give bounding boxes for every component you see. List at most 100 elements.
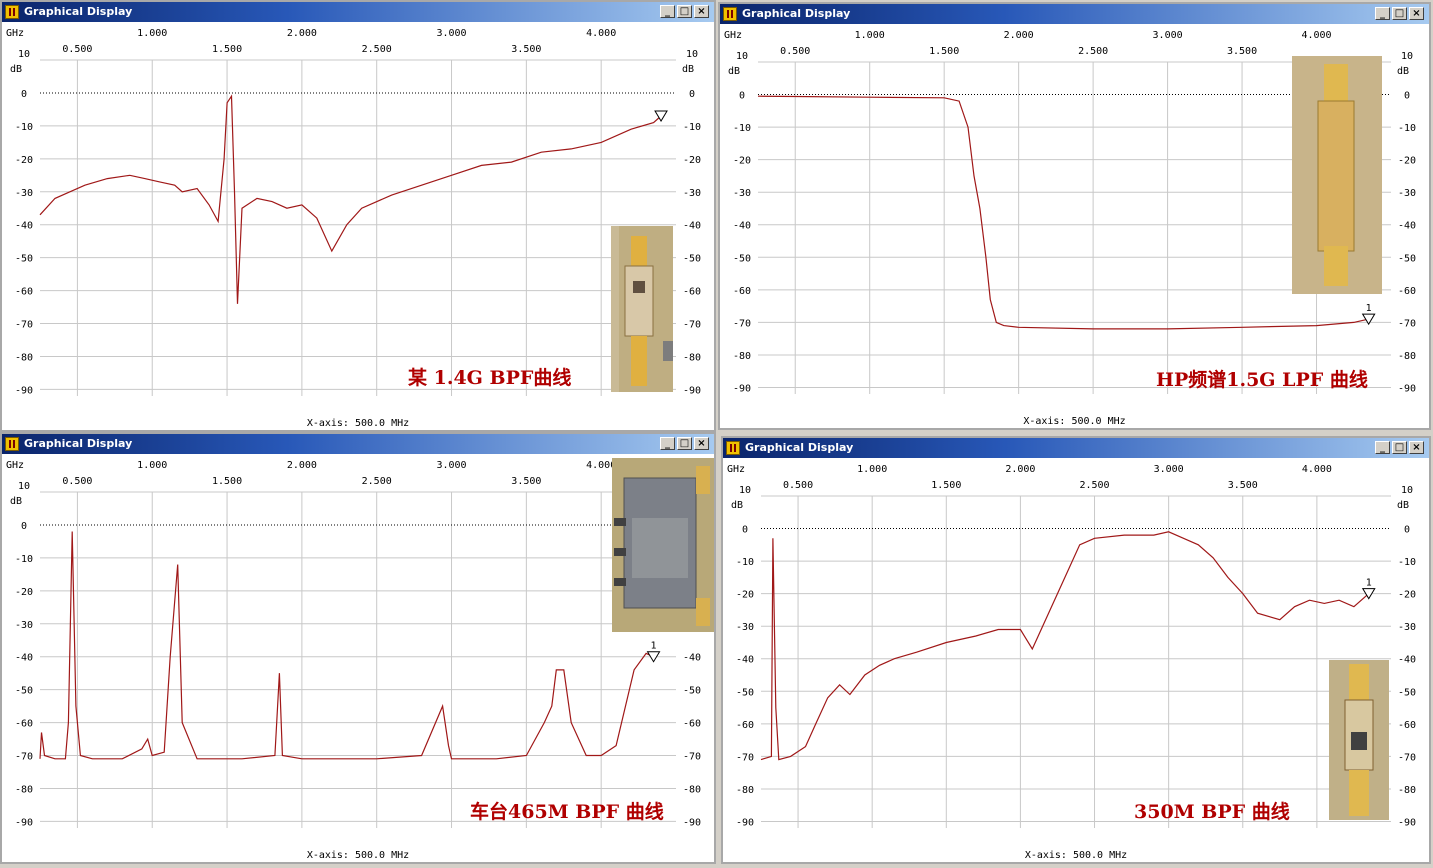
x-tick-label: 1.000 — [137, 460, 167, 471]
y-tick-label: -90 — [736, 817, 754, 828]
filter-photo-2 — [1292, 56, 1382, 294]
y-tick-label: 0 — [21, 89, 27, 100]
minimize-button[interactable]: _ — [660, 5, 675, 18]
y-tick-label: -20 — [733, 156, 751, 167]
maximize-button[interactable]: □ — [677, 5, 692, 18]
y-tick-label: 10 — [1401, 485, 1413, 496]
y-tick-label: -90 — [15, 385, 33, 396]
minimize-button[interactable]: _ — [660, 437, 675, 450]
y-tick-label: -70 — [733, 318, 751, 329]
close-button[interactable]: × — [694, 5, 709, 18]
y-tick-label: 10 — [736, 51, 748, 62]
y-unit-label-left: dB — [731, 500, 743, 511]
y-tick-label: -40 — [15, 653, 33, 664]
y-tick-label: -10 — [15, 554, 33, 565]
y-tick-label: -20 — [1398, 590, 1416, 601]
annotation-text-4: 350M BPF 曲线 — [1134, 800, 1290, 823]
graph-window-3: Graphical Display _ □ × GHzdBdB1.0002.00… — [0, 432, 716, 864]
y-tick-label: 10 — [1401, 51, 1413, 62]
y-tick-label: -80 — [683, 784, 701, 795]
x-tick-label: 4.000 — [1301, 30, 1331, 41]
y-tick-label: -70 — [15, 320, 33, 331]
y-tick-label: -30 — [1398, 622, 1416, 633]
x-tick-label: 4.000 — [586, 460, 616, 471]
window-titlebar[interactable]: Graphical Display _ □ × — [720, 4, 1429, 24]
y-tick-label: -90 — [683, 817, 701, 828]
annotation-text-2: HP频谱1.5G LPF 曲线 — [1156, 368, 1368, 391]
y-tick-label: -50 — [683, 686, 701, 697]
x-tick-label: 0.500 — [62, 476, 92, 487]
close-button[interactable]: × — [1409, 7, 1424, 20]
y-tick-label: 10 — [18, 49, 30, 60]
close-button[interactable]: × — [694, 437, 709, 450]
y-tick-label: 0 — [1404, 525, 1410, 536]
y-tick-label: 0 — [689, 89, 695, 100]
close-button[interactable]: × — [1409, 441, 1424, 454]
annotation-label-1: 某 1.4G BPF曲线 — [408, 366, 571, 389]
chart-plot-4: GHz dB dB 1.000 2.000 3.000 4.000 0.500 1.500 2.5… — [727, 464, 1416, 861]
x-tick-label: 1.000 — [855, 30, 885, 41]
y-tick-label: -40 — [736, 655, 754, 666]
y-tick-label: -70 — [736, 752, 754, 763]
y-tick-label: -30 — [683, 188, 701, 199]
x-tick-label: 0.500 — [780, 46, 810, 57]
x-axis-label: X-axis: 500.0 MHz — [1023, 416, 1125, 427]
y-tick-label: -60 — [683, 287, 701, 298]
marker-triangle — [654, 110, 668, 122]
annotation-label-2: HP频谱1.5G LPF 曲线 — [1156, 368, 1368, 391]
x-tick-label: 3.500 — [511, 476, 541, 487]
y-tick-label: 0 — [1404, 91, 1410, 102]
y-tick-label: -10 — [736, 557, 754, 568]
minimize-button[interactable]: _ — [1375, 7, 1390, 20]
minimize-button[interactable]: _ — [1375, 441, 1390, 454]
x-tick-label: 3.500 — [1227, 46, 1257, 57]
y-tick-label: -40 — [683, 221, 701, 232]
x-tick-label: 0.500 — [62, 44, 92, 55]
y-tick-label: -10 — [15, 122, 33, 133]
x-tick-label: 2.000 — [1005, 464, 1035, 475]
window-title: Graphical Display — [24, 5, 133, 18]
y-tick-label: -60 — [1398, 720, 1416, 731]
maximize-button[interactable]: □ — [1392, 441, 1407, 454]
maximize-button[interactable]: □ — [677, 437, 692, 450]
annotation-label-3: 车台465M BPF 曲线 — [470, 800, 664, 823]
x-axis-label: X-axis: 500.0 MHz — [1025, 850, 1127, 861]
y-tick-label: -70 — [1398, 752, 1416, 763]
y-tick-label: -90 — [1398, 817, 1416, 828]
annotation-text-1: 某 1.4G BPF曲线 — [408, 366, 571, 389]
annotation-text-3: 车台465M BPF 曲线 — [470, 800, 664, 823]
maximize-button[interactable]: □ — [1392, 7, 1407, 20]
window-titlebar[interactable]: Graphical Display _ □ × — [2, 434, 714, 454]
app-icon — [723, 7, 737, 21]
filter-photo-3 — [612, 458, 714, 632]
y-tick-label: -20 — [15, 587, 33, 598]
y-tick-label: -10 — [683, 122, 701, 133]
window-titlebar[interactable]: Graphical Display _ □ × — [723, 438, 1429, 458]
y-tick-label: -20 — [15, 155, 33, 166]
y-tick-label: -20 — [683, 155, 701, 166]
filter-photo-4 — [1329, 660, 1389, 820]
y-tick-label: -90 — [733, 383, 751, 394]
x-tick-label: 1.000 — [857, 464, 887, 475]
window-titlebar[interactable]: Graphical Display _ □ × — [2, 2, 714, 22]
trace-line — [757, 95, 1369, 330]
y-tick-label: 0 — [742, 525, 748, 536]
x-tick-label: 3.000 — [1153, 30, 1183, 41]
y-tick-label: -50 — [683, 254, 701, 265]
y-tick-label: -80 — [15, 352, 33, 363]
x-axis-label: X-axis: 500.0 MHz — [307, 850, 409, 861]
y-tick-label: -60 — [15, 719, 33, 730]
y-tick-label: -70 — [1398, 318, 1416, 329]
y-tick-label: -50 — [1398, 687, 1416, 698]
x-unit-label: GHz — [727, 464, 745, 475]
x-tick-label: 1.500 — [929, 46, 959, 57]
y-tick-label: -50 — [15, 254, 33, 265]
marker-label: 1 — [1366, 303, 1372, 314]
y-tick-label: -60 — [733, 286, 751, 297]
y-tick-label: -30 — [15, 620, 33, 631]
x-tick-label: 3.500 — [511, 44, 541, 55]
window-title: Graphical Display — [745, 441, 854, 454]
x-tick-label: 3.000 — [1154, 464, 1184, 475]
y-tick-label: -10 — [1398, 557, 1416, 568]
app-icon — [5, 5, 19, 19]
